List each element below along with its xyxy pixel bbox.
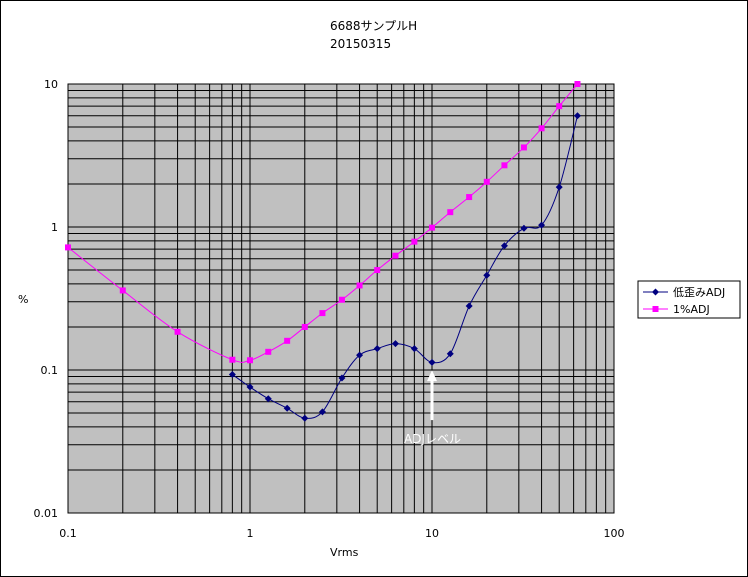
series-1-point bbox=[538, 125, 545, 132]
series-1-point bbox=[483, 178, 490, 185]
annotation-label: ADJレベル bbox=[404, 432, 461, 446]
series-0-point bbox=[428, 358, 436, 366]
series-0-point bbox=[318, 408, 326, 416]
x-tick-label: 10 bbox=[425, 527, 439, 540]
series-0-point bbox=[283, 404, 291, 412]
series-1-point bbox=[356, 282, 363, 289]
series-0-point bbox=[373, 345, 381, 353]
series-0-point bbox=[483, 271, 491, 279]
series-1-point bbox=[429, 224, 435, 231]
y-tick-label: 0.01 bbox=[34, 507, 59, 520]
series-0-point bbox=[264, 395, 272, 403]
series-1-point bbox=[501, 162, 508, 169]
series-1-point bbox=[466, 194, 473, 201]
chart-subtitle: 20150315 bbox=[330, 37, 391, 51]
series-0-point bbox=[500, 242, 508, 250]
series-0-point bbox=[338, 374, 346, 382]
x-tick-label: 0.1 bbox=[59, 527, 77, 540]
series-1-point bbox=[556, 103, 563, 110]
series-1-point bbox=[574, 81, 581, 87]
legend-label-1: 1%ADJ bbox=[673, 303, 710, 316]
legend-marker-0 bbox=[652, 288, 659, 296]
y-tick-label: 0.1 bbox=[41, 364, 59, 377]
legend: 低歪みADJ 1%ADJ bbox=[637, 280, 741, 319]
chart-title: 6688サンプルH bbox=[330, 19, 417, 33]
series-1-point bbox=[411, 238, 418, 245]
series-1-point bbox=[174, 328, 181, 335]
series-1-point bbox=[338, 296, 345, 303]
series-1-point bbox=[229, 356, 236, 363]
series-1-point bbox=[265, 348, 272, 355]
annotation-arrow-head bbox=[427, 370, 437, 382]
series-0-point bbox=[446, 350, 454, 358]
series-1-point bbox=[447, 209, 454, 216]
x-tick-label: 1 bbox=[247, 527, 254, 540]
legend-marker-1 bbox=[652, 306, 659, 312]
series-1-point bbox=[247, 357, 253, 364]
y-axis-label: % bbox=[18, 293, 28, 306]
series-1-point bbox=[392, 252, 399, 259]
series-1-point bbox=[374, 267, 381, 274]
series-0-point bbox=[520, 224, 528, 232]
series-0-point bbox=[538, 221, 546, 229]
series-0-point bbox=[573, 112, 581, 120]
series-1-point bbox=[284, 337, 291, 344]
series-0-point bbox=[465, 302, 473, 310]
series-1-point bbox=[319, 310, 326, 317]
series-0-point bbox=[356, 351, 364, 359]
plot-border bbox=[67, 83, 615, 514]
series-0-point bbox=[391, 340, 399, 348]
series-0-point bbox=[228, 371, 236, 379]
series-1-point bbox=[520, 144, 527, 151]
series-1-point bbox=[301, 323, 308, 330]
x-tick-label: 100 bbox=[604, 527, 625, 540]
series-0-point bbox=[301, 414, 309, 422]
series-0-point bbox=[555, 183, 563, 191]
legend-label-0: 低歪みADJ bbox=[673, 286, 725, 299]
series-1-point bbox=[65, 244, 71, 251]
y-tick-label: 10 bbox=[44, 78, 58, 91]
series-0-point bbox=[410, 345, 418, 353]
y-tick-label: 1 bbox=[51, 221, 58, 234]
series-0-point bbox=[246, 383, 254, 391]
series-1-point bbox=[119, 287, 126, 294]
x-axis-label: Vrms bbox=[330, 546, 359, 559]
